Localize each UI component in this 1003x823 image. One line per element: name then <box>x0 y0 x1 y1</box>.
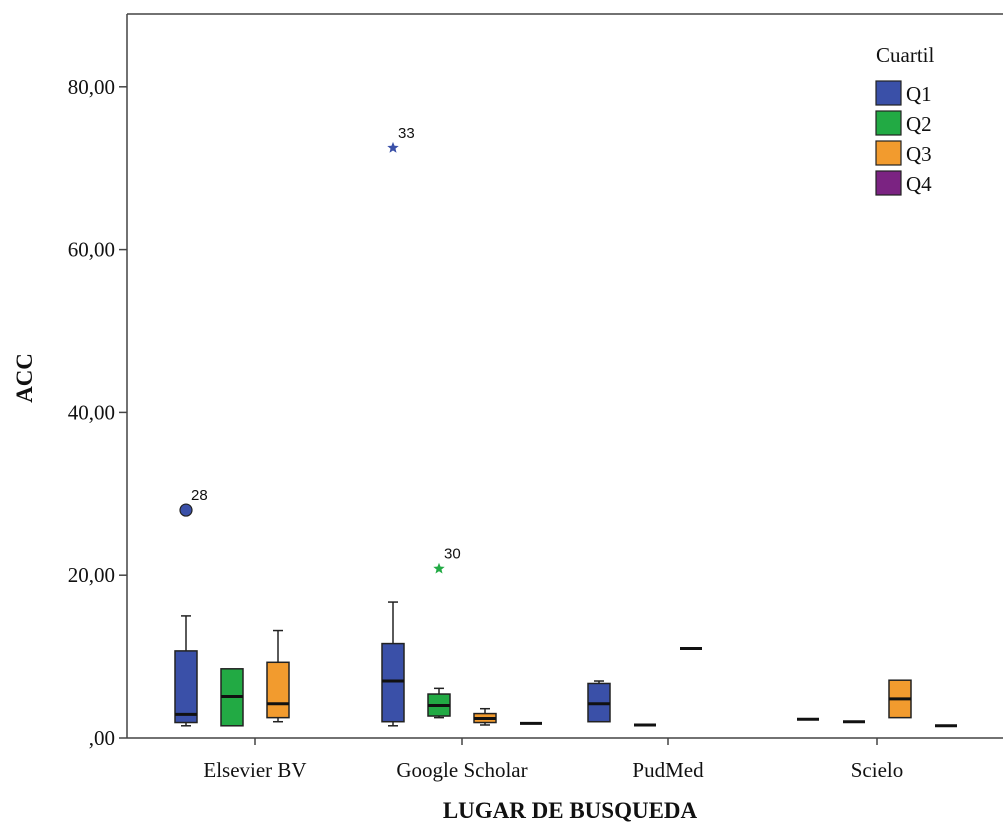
box-q1 <box>174 615 198 727</box>
y-tick-label: ,00 <box>89 726 115 750</box>
box-q1 <box>587 680 611 723</box>
box-q3 <box>888 679 912 719</box>
box-q1 <box>381 601 405 727</box>
box-q2 <box>220 668 244 727</box>
box-q2 <box>427 687 451 719</box>
legend: Cuartil Q1 Q2 Q3 Q4 <box>875 43 934 196</box>
legend-item-label: Q3 <box>906 142 932 166</box>
legend-item-label: Q4 <box>906 172 932 196</box>
y-tick-label: 20,00 <box>68 563 115 587</box>
outlier-star <box>433 562 445 574</box>
y-tick-label: 80,00 <box>68 75 115 99</box>
box-iqr <box>174 650 198 724</box>
x-tick-label: Scielo <box>851 758 904 782</box>
x-tick-label: Google Scholar <box>396 758 527 782</box>
legend-swatch <box>875 110 902 136</box>
x-axis-title: LUGAR DE BUSQUEDA <box>443 798 698 823</box>
outlier-label: 33 <box>398 125 415 142</box>
x-tick-label: PudMed <box>632 758 704 782</box>
outlier-circle <box>179 503 193 517</box>
legend-title: Cuartil <box>876 43 934 67</box>
outlier-label: 28 <box>191 487 208 504</box>
outlier-label: 30 <box>444 546 461 563</box>
outlier-group: 28 33 30 <box>179 125 461 574</box>
box-group <box>174 601 957 728</box>
box-q3 <box>473 707 497 726</box>
y-tick-label: 40,00 <box>68 400 115 424</box>
legend-item-label: Q2 <box>906 112 932 136</box>
y-axis-title: ACC <box>12 353 37 403</box>
box-q3 <box>266 629 290 723</box>
legend-swatch <box>875 140 902 166</box>
box-iqr <box>381 642 405 723</box>
legend-swatch <box>875 170 902 196</box>
x-tick-label: Elsevier BV <box>203 758 306 782</box>
box-iqr <box>266 661 290 719</box>
legend-item-label: Q1 <box>906 82 932 106</box>
outlier-star <box>387 141 399 153</box>
legend-swatch <box>875 80 902 106</box>
plot-area: ,00 20,00 40,00 60,00 80,00 Elsevier BV Google… <box>68 13 1003 782</box>
y-tick-label: 60,00 <box>68 238 115 262</box>
